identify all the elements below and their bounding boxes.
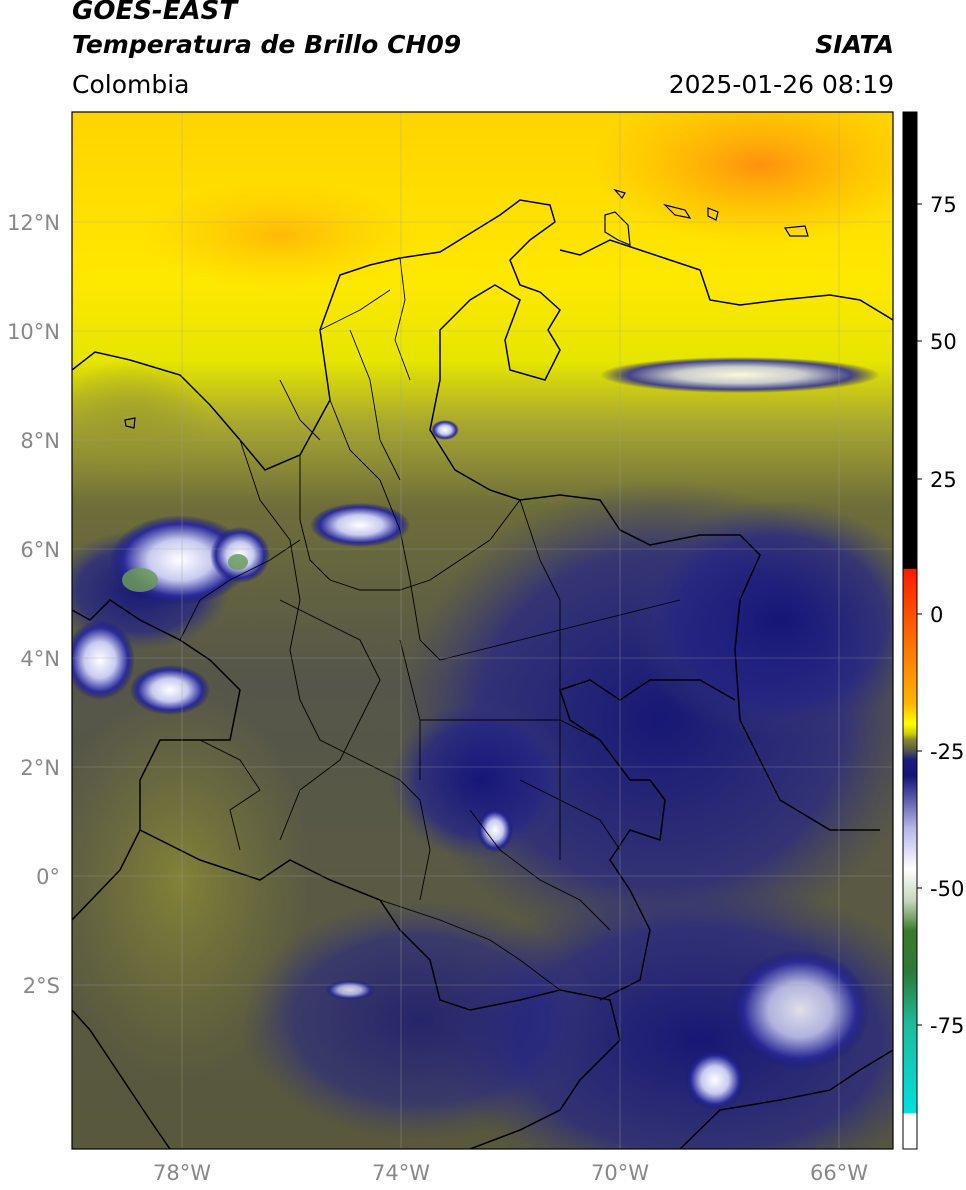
colorbar-tick-label: 50: [930, 330, 957, 354]
lon-tick-label: 78°W: [153, 1161, 211, 1185]
lat-tick-label: 12°N: [7, 211, 60, 235]
datetime-label: 2025-01-26 08:19: [668, 70, 894, 99]
lat-tick-label: 2°S: [23, 974, 60, 998]
colorbar-tick-label: 75: [930, 193, 957, 217]
lon-tick-label: 70°W: [591, 1161, 649, 1185]
lat-tick-label: 6°N: [20, 538, 60, 562]
latitude-axis: 12°N 10°N 8°N 6°N 4°N 2°N 0° 2°S: [7, 211, 60, 998]
colorbar-tick-label: 0: [930, 603, 943, 627]
lat-tick-label: 8°N: [20, 429, 60, 453]
region-label: Colombia: [72, 70, 190, 99]
lat-tick-label: 4°N: [20, 647, 60, 671]
colorbar-tick-label: -25: [930, 740, 964, 764]
lat-tick-label: 10°N: [7, 320, 60, 344]
longitude-axis: 78°W 74°W 70°W 66°W: [153, 1161, 868, 1185]
islands: [124, 188, 809, 429]
graticule: [72, 112, 893, 1149]
colorbar-tick-label: -50: [930, 877, 964, 901]
lon-tick-label: 74°W: [372, 1161, 430, 1185]
satellite-image: [72, 112, 893, 1149]
colorbar: 75 50 25 0 -25 -50 -75: [902, 111, 964, 1150]
map-frame: [71, 111, 894, 1150]
satellite-title: GOES-EAST: [72, 0, 238, 26]
colorbar-tick-label: 25: [930, 468, 957, 492]
lon-tick-label: 66°W: [810, 1161, 868, 1185]
country-borders: [72, 199, 893, 1149]
colorbar-tick-label: -75: [930, 1014, 964, 1038]
lat-tick-label: 2°N: [20, 756, 60, 780]
product-title: Temperatura de Brillo CH09: [72, 30, 462, 59]
lat-tick-label: 0°: [36, 865, 60, 889]
brand-label: SIATA: [815, 30, 894, 59]
colorbar-ramp: [902, 111, 918, 1150]
department-borders: [179, 257, 681, 991]
